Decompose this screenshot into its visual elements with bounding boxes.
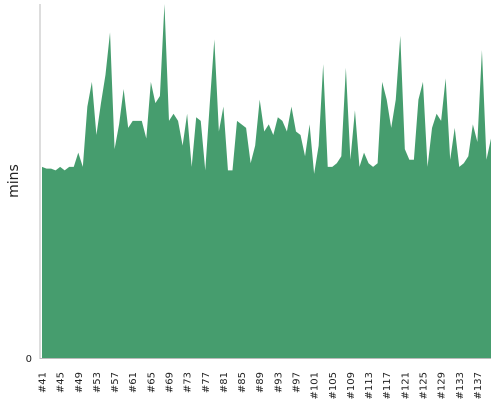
x-tick-label: #49 — [74, 372, 85, 393]
x-tick-label: #45 — [56, 372, 67, 393]
x-tick-label: #73 — [183, 372, 194, 393]
x-tick-label: #113 — [364, 372, 375, 399]
x-tick-label: #137 — [473, 372, 484, 399]
x-tick-label: #133 — [455, 372, 466, 399]
x-axis-ticks: #41 #45 #49 #53 #57 #61 #65 #69 #73 #77 #81 #85 #89 #… — [38, 372, 484, 399]
x-tick-label: #93 — [273, 372, 284, 393]
x-tick-label: #109 — [346, 372, 357, 399]
x-tick-label: #41 — [38, 372, 49, 393]
x-tick-label: #129 — [437, 372, 448, 399]
x-tick-label: #53 — [92, 372, 103, 393]
x-tick-label: #125 — [418, 372, 429, 399]
x-tick-label: #121 — [400, 372, 411, 399]
y-axis-title: mins — [6, 164, 22, 198]
x-tick-label: #57 — [110, 372, 121, 393]
y-tick-label-0: 0 — [26, 354, 32, 365]
x-tick-label: #101 — [310, 372, 321, 399]
x-tick-label: #105 — [328, 372, 339, 399]
x-tick-label: #117 — [382, 372, 393, 399]
x-tick-label: #85 — [237, 372, 248, 393]
x-tick-label: #77 — [201, 372, 212, 393]
x-tick-label: #69 — [164, 372, 175, 393]
x-tick-label: #97 — [291, 372, 302, 393]
x-tick-label: #81 — [219, 372, 230, 393]
x-tick-label: #61 — [128, 372, 139, 393]
x-tick-label: #65 — [146, 372, 157, 393]
x-tick-label: #89 — [255, 372, 266, 393]
series-area — [42, 4, 491, 358]
